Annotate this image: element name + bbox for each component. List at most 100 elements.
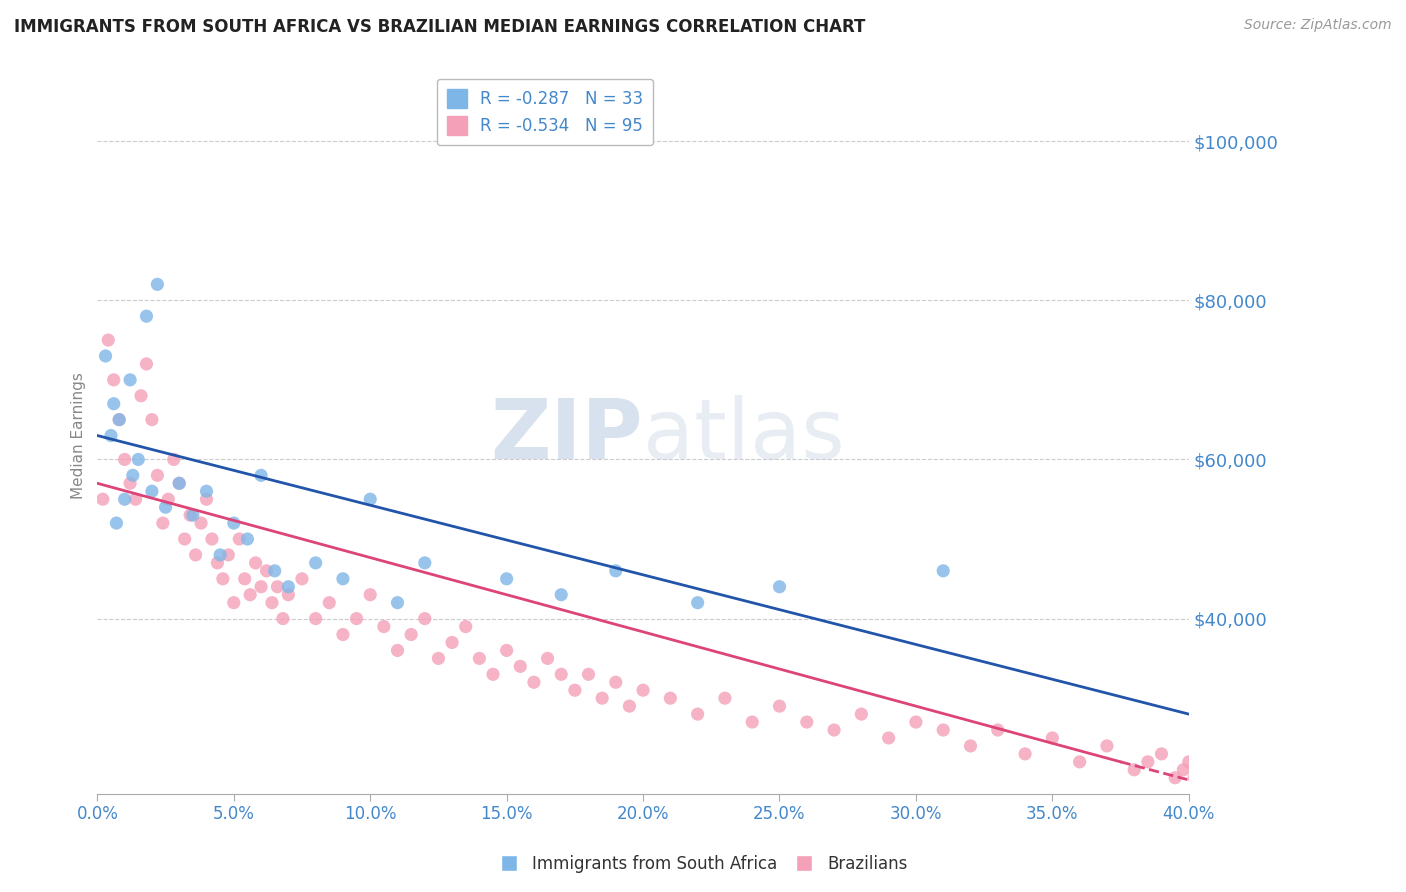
Point: [768, 580, 790, 594]
Point: [659, 691, 682, 706]
Point: [1211, 763, 1233, 777]
Point: [105, 516, 128, 530]
Point: [904, 714, 927, 729]
Point: [1173, 763, 1195, 777]
Legend: Immigrants from South Africa, Brazilians: Immigrants from South Africa, Brazilians: [492, 848, 914, 880]
Point: [103, 373, 125, 387]
Point: [1136, 755, 1159, 769]
Point: [631, 683, 654, 698]
Point: [141, 412, 163, 426]
Point: [1191, 763, 1213, 777]
Point: [1182, 771, 1205, 785]
Point: [591, 691, 613, 706]
Point: [987, 723, 1010, 737]
Point: [318, 596, 340, 610]
Point: [686, 707, 709, 722]
Point: [304, 611, 326, 625]
Point: [94, 349, 117, 363]
Point: [1199, 771, 1222, 785]
Point: [578, 667, 600, 681]
Y-axis label: Median Earnings: Median Earnings: [72, 372, 86, 499]
Point: [1251, 755, 1274, 769]
Point: [359, 588, 381, 602]
Point: [141, 484, 163, 499]
Point: [108, 412, 131, 426]
Point: [163, 452, 186, 467]
Point: [236, 532, 259, 546]
Point: [495, 572, 517, 586]
Point: [851, 707, 873, 722]
Point: [100, 428, 122, 442]
Point: [454, 619, 477, 633]
Point: [263, 564, 285, 578]
Point: [932, 564, 955, 578]
Point: [277, 588, 299, 602]
Point: [959, 739, 981, 753]
Point: [468, 651, 491, 665]
Point: [605, 564, 627, 578]
Point: [209, 548, 232, 562]
Point: [796, 714, 818, 729]
Point: [222, 596, 245, 610]
Point: [1040, 731, 1063, 745]
Point: [605, 675, 627, 690]
Point: [550, 667, 572, 681]
Text: ZIP: ZIP: [491, 395, 643, 476]
Point: [121, 468, 143, 483]
Point: [686, 596, 709, 610]
Point: [413, 611, 436, 625]
Point: [179, 508, 201, 523]
Point: [1260, 763, 1282, 777]
Point: [239, 588, 262, 602]
Legend: R = -0.287   N = 33, R = -0.534   N = 95: R = -0.287 N = 33, R = -0.534 N = 95: [437, 78, 652, 145]
Point: [1178, 755, 1201, 769]
Point: [184, 548, 207, 562]
Point: [167, 476, 190, 491]
Point: [332, 572, 354, 586]
Point: [127, 452, 149, 467]
Point: [135, 357, 157, 371]
Point: [155, 500, 177, 515]
Point: [877, 731, 900, 745]
Point: [157, 492, 180, 507]
Text: Source: ZipAtlas.com: Source: ZipAtlas.com: [1244, 18, 1392, 32]
Point: [167, 476, 190, 491]
Point: [120, 373, 142, 387]
Point: [495, 643, 517, 657]
Point: [228, 532, 250, 546]
Point: [233, 572, 256, 586]
Point: [304, 556, 326, 570]
Point: [195, 492, 218, 507]
Point: [260, 596, 283, 610]
Point: [190, 516, 212, 530]
Point: [250, 468, 273, 483]
Point: [523, 675, 546, 690]
Point: [120, 476, 142, 491]
Point: [108, 412, 131, 426]
Point: [387, 596, 409, 610]
Point: [271, 611, 294, 625]
Point: [256, 564, 278, 578]
Point: [768, 699, 790, 714]
Point: [741, 714, 763, 729]
Point: [1150, 747, 1173, 761]
Text: atlas: atlas: [643, 395, 845, 476]
Point: [129, 389, 152, 403]
Point: [619, 699, 641, 714]
Point: [212, 572, 235, 586]
Point: [124, 492, 146, 507]
Point: [173, 532, 195, 546]
Point: [1164, 771, 1187, 785]
Point: [346, 611, 368, 625]
Point: [114, 492, 136, 507]
Point: [823, 723, 845, 737]
Point: [277, 580, 299, 594]
Point: [152, 516, 174, 530]
Point: [291, 572, 314, 586]
Point: [1219, 771, 1241, 785]
Point: [146, 277, 169, 292]
Point: [222, 516, 245, 530]
Point: [441, 635, 464, 649]
Point: [332, 627, 354, 641]
Point: [359, 492, 381, 507]
